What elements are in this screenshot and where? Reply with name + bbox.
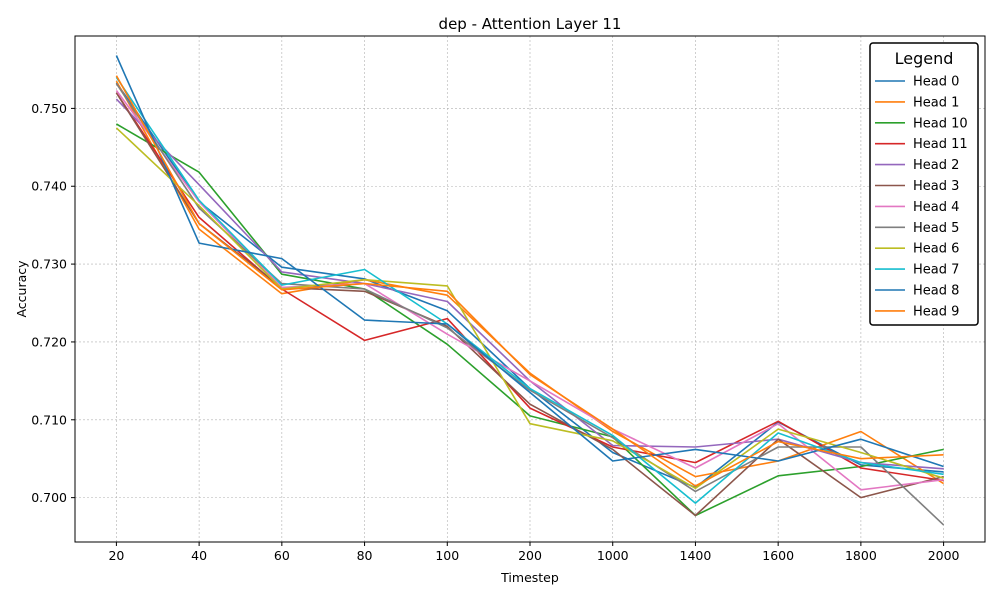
x-tick-label: 20 [108, 548, 124, 563]
legend-entry-label: Head 7 [913, 263, 959, 278]
chart-title: dep - Attention Layer 11 [439, 15, 622, 33]
legend-entry-label: Head 2 [913, 158, 959, 173]
legend-entry-label: Head 11 [913, 137, 968, 152]
x-tick-label: 1800 [845, 548, 877, 563]
y-tick-label: 0.720 [31, 334, 67, 349]
legend-entry-label: Head 4 [913, 200, 959, 215]
x-tick-label: 200 [518, 548, 542, 563]
y-tick-label: 0.700 [31, 490, 67, 505]
legend-entry-label: Head 10 [913, 116, 968, 131]
legend-box [869, 42, 979, 326]
y-axis-ticks: 0.700 0.710 0.720 0.730 0.740 0.750 [31, 101, 75, 505]
y-tick-label: 0.750 [31, 101, 67, 116]
y-axis-label: Accuracy [14, 260, 29, 318]
x-tick-label: 80 [357, 548, 373, 563]
series-line-head-9 [115, 75, 944, 487]
legend-entry-label: Head 0 [913, 75, 959, 90]
legend-entry-label: Head 6 [913, 242, 959, 257]
x-axis-ticks: 20 40 60 80 100 200 1000 1400 1600 1800 2000 [108, 542, 960, 563]
series-lines [115, 55, 945, 526]
series-line-head-1 [115, 80, 945, 485]
x-tick-label: 2000 [928, 548, 960, 563]
legend-entry-label: Head 3 [913, 179, 959, 194]
legend-entry-label: Head 1 [913, 95, 959, 110]
x-tick-label: 100 [435, 548, 459, 563]
series-line-head-7 [115, 76, 944, 504]
legend: Legend Head 0 Head 1 Head 10 Head 11 Head 2 H… [869, 42, 979, 326]
series-line-head-8 [115, 55, 944, 468]
y-tick-label: 0.710 [31, 412, 67, 427]
series-line-head-10 [115, 123, 944, 517]
x-axis-label: Timestep [500, 570, 559, 585]
x-tick-label: 1000 [597, 548, 629, 563]
y-tick-label: 0.730 [31, 257, 67, 272]
y-tick-label: 0.740 [31, 179, 67, 194]
legend-entry-label: Head 5 [913, 221, 959, 236]
legend-title: Legend [895, 49, 954, 68]
grid-lines [75, 36, 985, 542]
legend-entry-label: Head 8 [913, 284, 959, 299]
legend-entry-label: Head 9 [913, 304, 959, 319]
x-tick-label: 60 [274, 548, 290, 563]
series-line-head-6 [115, 127, 944, 490]
series-line-head-3 [115, 92, 944, 517]
x-tick-label: 1400 [680, 548, 712, 563]
x-tick-label: 40 [191, 548, 207, 563]
x-tick-label: 1600 [762, 548, 794, 563]
